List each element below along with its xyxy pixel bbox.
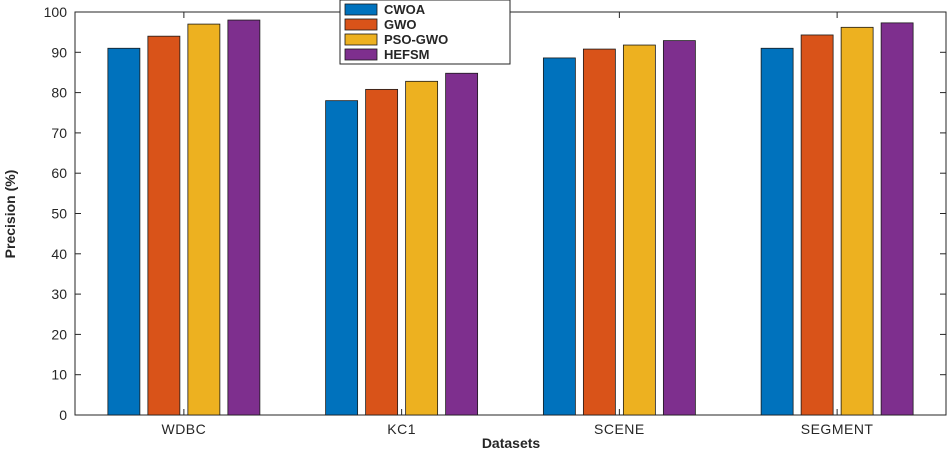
y-tick-label: 90: [51, 44, 67, 60]
x-tick-label: WDBC: [161, 421, 206, 437]
legend-swatch: [344, 3, 378, 16]
bar: [107, 47, 141, 416]
bar-group: [542, 40, 696, 416]
bar: [187, 23, 221, 416]
x-tick-label: KC1: [387, 421, 416, 437]
legend-label: GWO: [384, 17, 417, 32]
bar: [542, 57, 576, 416]
bar: [840, 26, 874, 416]
bar: [445, 72, 479, 416]
bar: [227, 19, 261, 416]
bar: [622, 44, 656, 416]
x-axis-title: Datasets: [482, 435, 541, 450]
bar: [325, 100, 359, 416]
y-tick-label: 80: [51, 85, 67, 101]
bar: [147, 35, 181, 416]
y-tick-label: 100: [44, 4, 68, 20]
bar: [662, 40, 696, 416]
bar-group: [760, 22, 914, 416]
bar: [800, 34, 834, 416]
x-tick-label: SCENE: [594, 421, 645, 437]
y-axis-title: Precision (%): [2, 170, 18, 259]
legend-label: CWOA: [384, 2, 426, 17]
legend-label: HEFSM: [384, 47, 430, 62]
x-tick-label: SEGMENT: [801, 421, 874, 437]
legend-swatch: [344, 48, 378, 61]
bar-group: [325, 72, 479, 416]
bar: [760, 47, 794, 416]
y-tick-label: 70: [51, 125, 67, 141]
bar-group: [107, 19, 261, 416]
y-tick-label: 40: [51, 246, 67, 262]
legend-swatch: [344, 33, 378, 46]
y-tick-label: 10: [51, 367, 67, 383]
y-tick-label: 60: [51, 165, 67, 181]
legend-swatch: [344, 18, 378, 31]
bar: [405, 80, 439, 416]
legend-label: PSO-GWO: [384, 32, 448, 47]
bar: [880, 22, 914, 416]
y-tick-label: 0: [59, 407, 67, 423]
bar: [365, 88, 399, 416]
y-tick-label: 20: [51, 326, 67, 342]
y-tick-label: 30: [51, 286, 67, 302]
y-tick-label: 50: [51, 206, 67, 222]
bar: [582, 48, 616, 416]
